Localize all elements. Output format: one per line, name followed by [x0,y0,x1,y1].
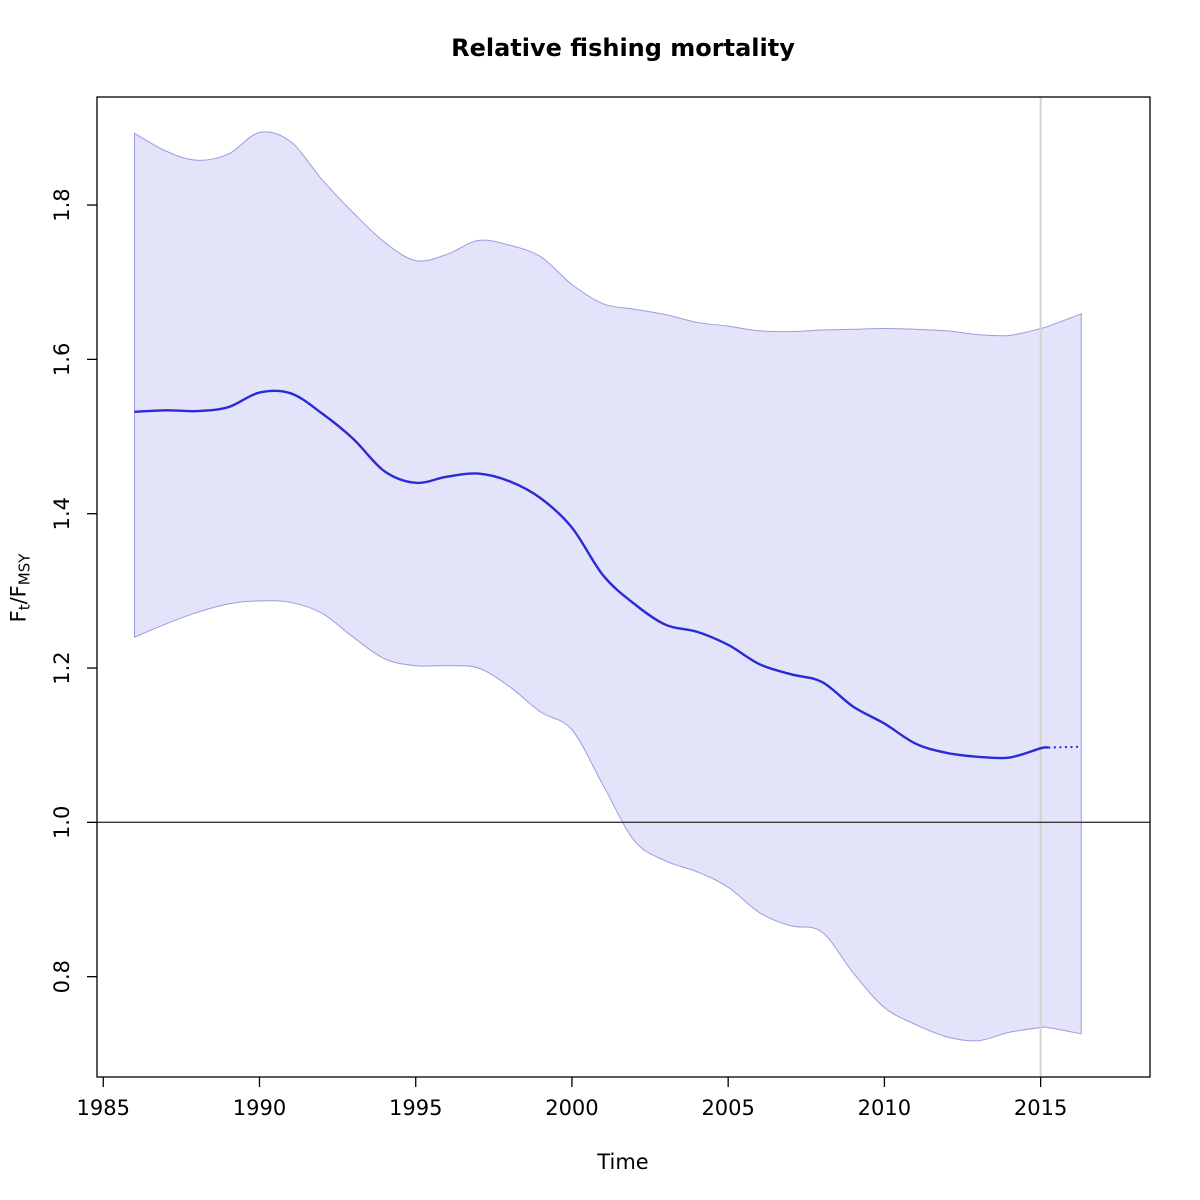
y-tick-label: 0.8 [50,960,74,993]
plot-box [96,96,1151,1078]
y-axis-label-text: F [6,585,31,598]
y-tick-label: 1.4 [50,497,74,530]
x-tick-label: 1995 [389,1096,442,1120]
y-axis-label: Ft/FMSY [6,554,33,623]
confidence-band [134,131,1082,1042]
x-tick-label: 2010 [858,1096,911,1120]
median-line [134,389,1049,760]
y-tick-label: 1.0 [50,806,74,839]
x-tick-label: 2000 [545,1096,598,1120]
x-tick-label: 2015 [1014,1096,1067,1120]
y-tick-label: 1.2 [50,651,74,684]
median-projection-dotted [1048,745,1082,749]
x-tick-label: 1990 [233,1096,286,1120]
y-axis-label-subscript: MSY [15,553,34,586]
y-axis-label-text: F [6,610,31,623]
y-tick-label: 1.6 [50,343,74,376]
y-tick-label: 1.8 [50,188,74,221]
y-axis-label-subscript: t [15,604,34,611]
chart-title: Relative fishing mortality [451,34,795,62]
x-tick-label: 1985 [77,1096,130,1120]
x-tick-label: 2005 [701,1096,754,1120]
y-axis-label-text: / [6,597,31,605]
x-axis-label: Time [597,1150,649,1174]
